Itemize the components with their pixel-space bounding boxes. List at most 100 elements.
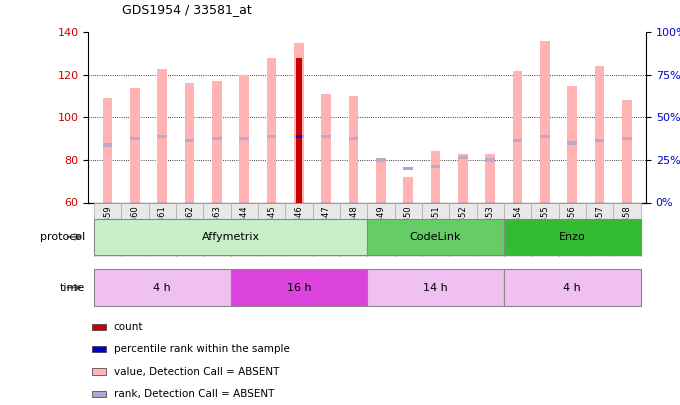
Text: GSM73355: GSM73355 [541, 205, 549, 251]
FancyBboxPatch shape [504, 219, 641, 255]
Bar [296, 58, 302, 202]
Text: GSM73354: GSM73354 [513, 205, 522, 251]
FancyBboxPatch shape [394, 202, 422, 257]
FancyBboxPatch shape [367, 219, 504, 255]
Bar [349, 96, 358, 202]
FancyBboxPatch shape [313, 202, 340, 257]
FancyBboxPatch shape [613, 202, 641, 257]
Bar [239, 75, 249, 202]
Bar [403, 167, 413, 170]
FancyBboxPatch shape [367, 269, 504, 306]
Text: GSM73344: GSM73344 [240, 205, 249, 251]
Bar [622, 137, 632, 140]
FancyBboxPatch shape [422, 202, 449, 257]
Text: GSM73352: GSM73352 [458, 205, 467, 251]
Bar [486, 158, 495, 162]
Text: 4 h: 4 h [153, 283, 171, 292]
Bar [567, 85, 577, 202]
Text: GSM73356: GSM73356 [568, 205, 577, 251]
Text: GSM73347: GSM73347 [322, 205, 330, 251]
Bar [212, 137, 222, 140]
Text: protocol: protocol [39, 232, 85, 242]
FancyBboxPatch shape [531, 202, 558, 257]
Text: rank, Detection Call = ABSENT: rank, Detection Call = ABSENT [114, 389, 274, 399]
Text: GSM73357: GSM73357 [595, 205, 604, 251]
Bar [157, 135, 167, 138]
Bar [458, 156, 468, 160]
Bar [322, 94, 331, 202]
Text: CodeLink: CodeLink [410, 232, 461, 242]
FancyBboxPatch shape [504, 202, 531, 257]
Bar [595, 66, 605, 202]
Text: GSM73360: GSM73360 [131, 205, 139, 251]
Bar [130, 137, 139, 140]
Bar [212, 81, 222, 202]
Text: GSM73350: GSM73350 [404, 205, 413, 251]
FancyBboxPatch shape [367, 202, 394, 257]
Bar [376, 158, 386, 162]
Bar [403, 177, 413, 202]
FancyBboxPatch shape [203, 202, 231, 257]
Bar [267, 135, 276, 138]
Bar [267, 58, 276, 202]
Text: time: time [60, 283, 85, 292]
Text: GSM73351: GSM73351 [431, 205, 440, 251]
FancyBboxPatch shape [477, 202, 504, 257]
FancyBboxPatch shape [340, 202, 367, 257]
Text: Enzo: Enzo [559, 232, 585, 242]
Bar [595, 139, 605, 143]
FancyBboxPatch shape [504, 269, 641, 306]
Bar [103, 98, 112, 202]
Text: GSM73349: GSM73349 [376, 205, 386, 251]
Text: GSM73362: GSM73362 [185, 205, 194, 251]
Text: GSM73363: GSM73363 [212, 205, 222, 251]
Bar [92, 391, 106, 397]
Bar [239, 137, 249, 140]
Text: 4 h: 4 h [563, 283, 581, 292]
FancyBboxPatch shape [94, 269, 231, 306]
Bar [486, 153, 495, 202]
Bar [376, 158, 386, 202]
Text: GSM73359: GSM73359 [103, 205, 112, 251]
Text: GSM73353: GSM73353 [486, 205, 495, 251]
Bar [540, 41, 549, 202]
Bar [567, 141, 577, 145]
Bar [513, 139, 522, 143]
FancyBboxPatch shape [558, 202, 586, 257]
Bar [185, 139, 194, 143]
Bar [430, 151, 441, 202]
FancyBboxPatch shape [586, 202, 613, 257]
Text: GSM73361: GSM73361 [158, 205, 167, 251]
Text: value, Detection Call = ABSENT: value, Detection Call = ABSENT [114, 367, 279, 377]
Text: GSM73346: GSM73346 [294, 205, 303, 251]
Bar [130, 88, 139, 202]
Bar [92, 324, 106, 330]
FancyBboxPatch shape [176, 202, 203, 257]
FancyBboxPatch shape [258, 202, 285, 257]
FancyBboxPatch shape [94, 202, 121, 257]
Bar [92, 346, 106, 352]
FancyBboxPatch shape [121, 202, 148, 257]
Bar [322, 135, 331, 138]
Text: Affymetrix: Affymetrix [201, 232, 260, 242]
Bar [513, 71, 522, 202]
Text: GSM73345: GSM73345 [267, 205, 276, 251]
Text: count: count [114, 322, 143, 332]
Bar [349, 137, 358, 140]
FancyBboxPatch shape [449, 202, 477, 257]
Bar [294, 135, 304, 138]
Bar [403, 167, 413, 170]
Text: 14 h: 14 h [423, 283, 448, 292]
Bar [540, 135, 549, 138]
Bar [622, 100, 632, 202]
Text: 16 h: 16 h [286, 283, 311, 292]
Text: GDS1954 / 33581_at: GDS1954 / 33581_at [122, 3, 252, 16]
Bar [92, 369, 106, 375]
Bar [185, 83, 194, 202]
Bar [294, 43, 304, 202]
Bar [296, 135, 302, 138]
Text: percentile rank within the sample: percentile rank within the sample [114, 344, 290, 354]
Text: GSM73348: GSM73348 [349, 205, 358, 251]
Text: GSM73358: GSM73358 [622, 205, 631, 251]
Bar [430, 165, 441, 168]
